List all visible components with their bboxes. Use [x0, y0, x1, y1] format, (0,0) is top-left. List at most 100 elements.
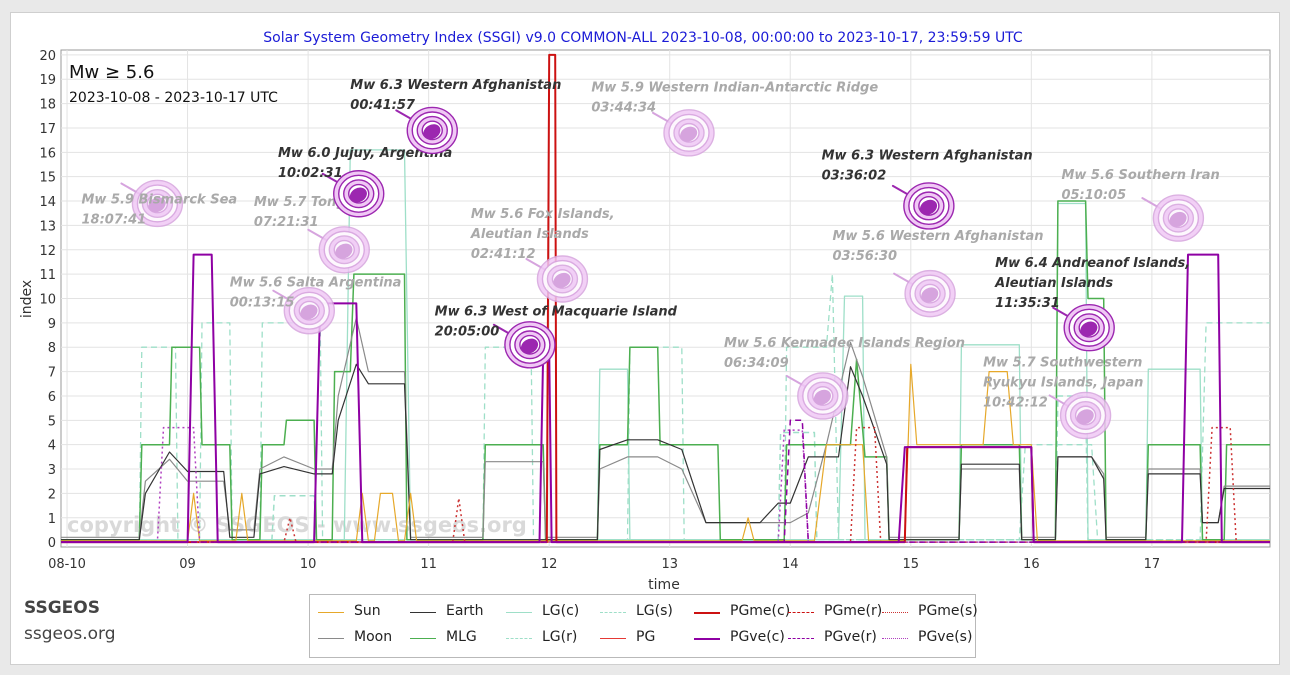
ssgi-chart: Solar System Geometry Index (SSGI) v9.0 … — [19, 30, 1271, 593]
legend-label: PGme(s) — [918, 603, 978, 619]
y-tick-label: 15 — [39, 171, 56, 186]
legend-label: PGve(r) — [824, 629, 877, 645]
quake-label: Mw 5.7 Southwestern — [983, 356, 1142, 371]
series-line-mlg — [61, 200, 1270, 541]
legend-swatch — [506, 638, 532, 639]
quake-annotation: Mw 5.6 Southern Iran 05:10:05 — [1061, 168, 1220, 242]
quake-marker — [335, 243, 353, 259]
y-axis-label: index — [19, 280, 35, 318]
quake-time: 03:44:34 — [591, 100, 656, 115]
quake-time: 02:41:12 — [471, 247, 536, 262]
quake-annotation: Mw 5.7 Tonga 07:21:31 — [254, 195, 370, 274]
legend-label: PGme(r) — [824, 603, 883, 619]
quake-time: 10:42:12 — [983, 396, 1048, 411]
quake-annotation: Mw 5.6 Western Afghanistan 03:56:30 — [832, 229, 1044, 318]
watermark: copyright © SSGEOS - www.ssgeos.org — [67, 513, 527, 537]
quake-time: 00:13:15 — [230, 295, 295, 310]
legend-swatch — [788, 638, 814, 639]
legend-label: PGme(c) — [730, 603, 791, 619]
quake-marker — [919, 199, 938, 215]
quake-time: 00:41:57 — [350, 98, 416, 113]
legend-swatch — [600, 638, 626, 639]
y-tick-label: 13 — [39, 219, 56, 234]
quake-annotation: Mw 6.3 West of Macquarie Island 20:05:00 — [435, 305, 678, 369]
brand-name: SSGEOS — [24, 598, 100, 618]
quake-annotation: Mw 5.6 Fox Islands, Aleutian Islands 02:41… — [470, 207, 615, 303]
quake-annotation: Mw 6.3 Western Afghanistan 00:41:57 — [350, 78, 561, 155]
quake-marker — [1169, 211, 1187, 228]
brand-url: ssgeos.org — [24, 624, 116, 644]
y-tick-label: 5 — [48, 414, 56, 429]
legend-swatch — [410, 638, 436, 639]
quake-marker — [680, 126, 698, 142]
legend-label: Moon — [354, 629, 393, 645]
quake-annotation: Mw 5.9 Bismarck Sea 18:07:41 — [81, 179, 237, 227]
series-line-earth — [61, 363, 1270, 541]
legend-label: Sun — [354, 603, 381, 619]
quake-label: Mw 5.7 Tonga — [254, 195, 354, 210]
quake-label: Ryukyu Islands, Japan — [983, 376, 1143, 391]
quake-marker — [1080, 321, 1098, 337]
quake-time: 18:07:41 — [81, 212, 146, 227]
legend-swatch — [788, 612, 814, 613]
x-tick-label: 10 — [300, 557, 317, 572]
legend-swatch — [600, 612, 626, 613]
quake-label: Mw 5.9 Western Indian-Antarctic Ridge — [591, 80, 878, 95]
quake-label: Mw 6.0 Jujuy, Argentina — [278, 146, 452, 161]
quake-label: Mw 5.6 Kermadec Islands Region — [724, 336, 965, 351]
quake-marker — [423, 124, 441, 140]
y-tick-label: 12 — [39, 244, 56, 259]
quake-label: Mw 6.3 West of Macquarie Island — [435, 305, 678, 320]
quake-marker — [1076, 409, 1094, 425]
inset-subtitle: 2023-10-08 - 2023-10-17 UTC — [69, 90, 278, 106]
legend-label: PGve(c) — [730, 629, 785, 645]
quake-annotation: Mw 5.6 Salta Argentina 00:13:15 — [230, 275, 402, 335]
quake-time: 11:35:31 — [995, 296, 1060, 311]
series-line-moon — [61, 317, 1270, 538]
legend-label: LG(r) — [542, 629, 578, 645]
quake-time: 06:34:09 — [724, 356, 789, 371]
quake-annotation: Mw 6.4 Andreanof Islands, Aleutian Island… — [994, 256, 1190, 352]
quake-time: 03:36:02 — [822, 169, 887, 184]
y-tick-label: 4 — [48, 439, 56, 454]
quake-label: Aleutian Islands — [994, 276, 1113, 291]
x-axis: 08-10 09 10 11 12 13 14 15 16 17 — [48, 557, 1160, 572]
quake-marker — [148, 197, 166, 213]
y-tick-label: 10 — [39, 293, 56, 308]
y-tick-label: 18 — [39, 98, 56, 113]
quake-label: Mw 6.3 Western Afghanistan — [350, 78, 561, 93]
quake-label: Mw 5.6 Fox Islands, — [471, 207, 615, 222]
quake-label: Aleutian Islands — [470, 227, 589, 242]
quake-time: 10:02:31 — [278, 166, 343, 181]
x-tick-label: 17 — [1144, 557, 1161, 572]
x-tick-label: 08-10 — [48, 557, 86, 572]
legend-swatch — [882, 612, 908, 613]
quake-marker — [553, 272, 571, 288]
y-tick-label: 9 — [48, 317, 56, 332]
y-tick-label: 20 — [39, 49, 56, 64]
x-tick-label: 16 — [1023, 557, 1040, 572]
quake-annotation: Mw 6.0 Jujuy, Argentina 10:02:31 — [278, 146, 452, 218]
y-tick-label: 14 — [39, 195, 56, 210]
legend-swatch — [882, 638, 908, 639]
y-tick-label: 17 — [39, 122, 56, 137]
quake-time: 03:56:30 — [832, 249, 897, 264]
y-tick-label: 0 — [48, 536, 56, 551]
quake-time: 07:21:31 — [254, 215, 319, 230]
y-tick-label: 1 — [48, 512, 56, 527]
quake-label: Mw 5.9 Bismarck Sea — [81, 192, 237, 207]
chart-title: Solar System Geometry Index (SSGI) v9.0 … — [263, 30, 1023, 46]
quake-marker — [813, 389, 831, 405]
y-tick-label: 11 — [39, 268, 56, 283]
legend-label: LG(s) — [636, 603, 673, 619]
x-tick-label: 11 — [420, 557, 437, 572]
legend-swatch — [506, 612, 532, 613]
quake-label: Mw 5.6 Salta Argentina — [230, 275, 402, 290]
quake-marker — [349, 187, 367, 203]
series-group — [61, 53, 1270, 544]
chart-frame: Solar System Geometry Index (SSGI) v9.0 … — [10, 12, 1280, 665]
quake-annotation: Mw 5.6 Kermadec Islands Region 06:34:09 — [724, 336, 965, 420]
quake-label: Mw 5.6 Western Afghanistan — [832, 229, 1043, 244]
y-tick-label: 7 — [48, 366, 56, 381]
